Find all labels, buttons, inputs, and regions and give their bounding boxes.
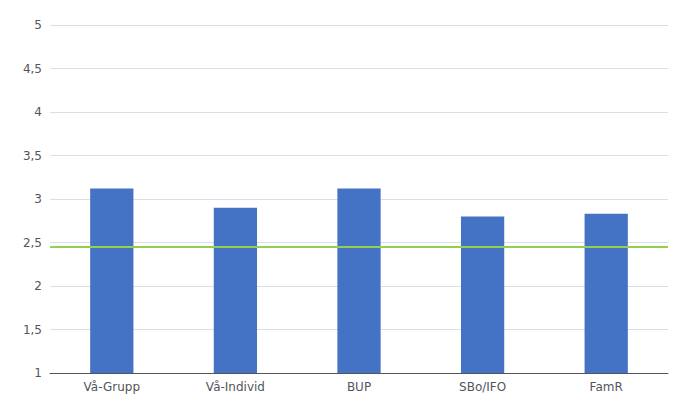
svg-text:1: 1 — [34, 366, 42, 380]
svg-text:3: 3 — [34, 192, 42, 206]
svg-text:4,5: 4,5 — [23, 62, 42, 76]
svg-text:4: 4 — [34, 105, 42, 119]
svg-text:SBo/IFO: SBo/IFO — [459, 380, 506, 394]
svg-text:1,5: 1,5 — [23, 323, 42, 337]
svg-text:2: 2 — [34, 279, 42, 293]
svg-text:FamR: FamR — [590, 380, 623, 394]
svg-text:Vå-Grupp: Vå-Grupp — [84, 380, 140, 394]
svg-text:BUP: BUP — [347, 380, 371, 394]
svg-text:5: 5 — [34, 18, 42, 32]
svg-text:Vå-Individ: Vå-Individ — [206, 380, 265, 394]
svg-text:2,5: 2,5 — [23, 236, 42, 250]
svg-text:3,5: 3,5 — [23, 149, 42, 163]
